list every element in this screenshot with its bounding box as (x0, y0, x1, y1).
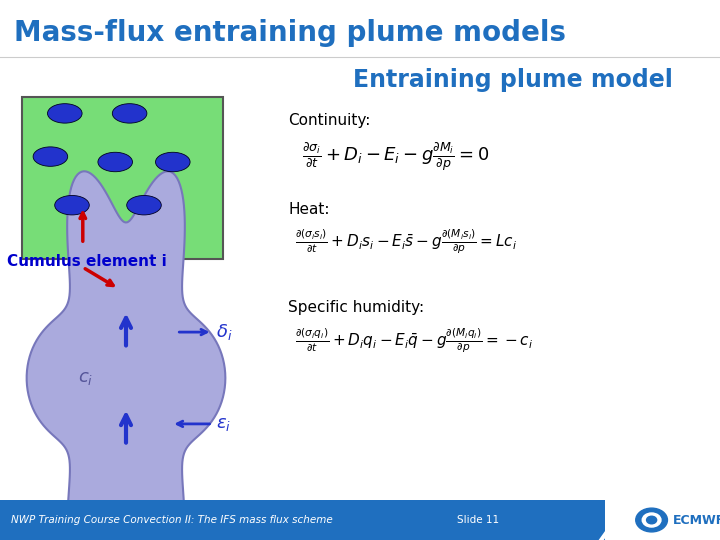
Text: $\frac{\partial (\sigma_i s_i)}{\partial t} + D_i s_i - E_i\bar{s} - g\frac{\par: $\frac{\partial (\sigma_i s_i)}{\partial… (295, 228, 517, 256)
Circle shape (647, 516, 657, 524)
Text: $\frac{\partial \sigma_i}{\partial t} + D_i - E_i - g\frac{\partial M_i}{\partia: $\frac{\partial \sigma_i}{\partial t} + … (302, 140, 490, 173)
Text: Cumulus element i: Cumulus element i (7, 254, 167, 269)
Text: $\delta_i$: $\delta_i$ (216, 322, 233, 342)
Text: Continuity:: Continuity: (288, 113, 370, 129)
Ellipse shape (33, 147, 68, 166)
Text: ECMWF: ECMWF (673, 514, 720, 526)
Ellipse shape (55, 195, 89, 215)
Ellipse shape (156, 152, 190, 172)
Text: Entraining plume model: Entraining plume model (353, 68, 672, 91)
Text: Slide 11: Slide 11 (457, 515, 500, 525)
Bar (22, 97, 223, 259)
Ellipse shape (98, 152, 132, 172)
Text: $\varepsilon_i$: $\varepsilon_i$ (216, 415, 231, 433)
Text: Specific humidity:: Specific humidity: (288, 300, 424, 315)
Text: $c_i$: $c_i$ (78, 369, 93, 387)
Ellipse shape (48, 104, 82, 123)
Text: Heat:: Heat: (288, 202, 330, 218)
Ellipse shape (112, 104, 147, 123)
Circle shape (636, 508, 667, 532)
Text: NWP Training Course Convection II: The IFS mass flux scheme: NWP Training Course Convection II: The I… (11, 515, 333, 525)
Text: Mass-flux entraining plume models: Mass-flux entraining plume models (14, 19, 567, 47)
Bar (0, 500, 605, 540)
Polygon shape (27, 171, 225, 540)
Ellipse shape (127, 195, 161, 215)
Text: $\frac{\partial (\sigma_i q_i)}{\partial t} + D_i q_i - E_i\bar{q} - g\frac{\par: $\frac{\partial (\sigma_i q_i)}{\partial… (295, 327, 534, 355)
Circle shape (642, 513, 661, 527)
